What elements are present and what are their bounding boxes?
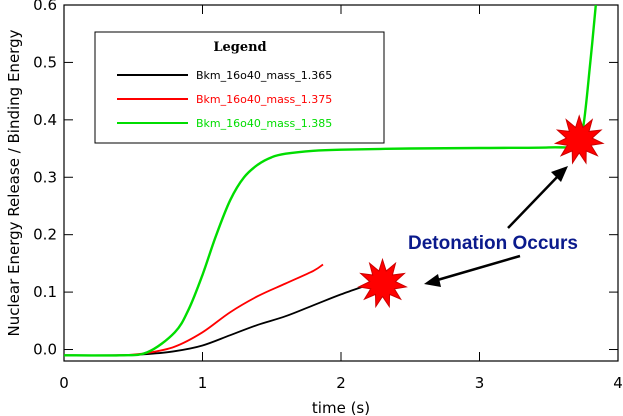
star-marker-2 [553,114,605,165]
legend: Legend Bkm_16o40_mass_1.365Bkm_16o40_mas… [94,31,385,144]
legend-entry-3: Bkm_16o40_mass_1.385 [196,117,332,130]
annotation-arrow-lower-head [424,274,441,287]
y-tick-label: 0.1 [33,283,57,301]
y-axis-label: Nuclear Energy Release / Binding Energy [5,29,23,336]
y-tick-label: 0.0 [33,341,57,359]
annotation-detonation-occurs: Detonation Occurs [408,233,578,254]
legend-entry-2: Bkm_16o40_mass_1.375 [196,93,332,106]
x-tick-label: 1 [198,374,208,392]
legend-entry-1: Bkm_16o40_mass_1.365 [196,69,332,82]
legend-title: Legend [213,40,266,55]
y-tick-label: 0.5 [33,53,57,71]
x-tick-label: 2 [336,374,346,392]
x-tick-label: 3 [475,374,485,392]
y-tick-label: 0.6 [33,0,57,14]
y-tick-label: 0.4 [33,111,57,129]
x-tick-label: 4 [613,374,623,392]
y-tick-labels: 0.0 0.1 0.2 0.3 0.4 0.5 0.6 [33,0,57,359]
annotation-arrow-upper-head [551,166,568,182]
y-tick-label: 0.2 [33,226,57,244]
detonation-markers [357,114,605,309]
x-tick-label: 0 [59,374,69,392]
star-marker-1 [357,257,408,309]
x-tick-labels: 0 1 2 3 4 [59,374,623,392]
x-axis-label: time (s) [312,399,370,416]
annotation-arrows [424,166,568,287]
annotation-arrow-lower [433,254,521,283]
legend-box [94,31,385,144]
annotation-arrow-upper [507,173,561,229]
y-tick-label: 0.3 [33,168,57,186]
legend-entries: Bkm_16o40_mass_1.365 Bkm_16o40_mass_1.375… [117,69,332,130]
axis-ticks [63,4,619,361]
